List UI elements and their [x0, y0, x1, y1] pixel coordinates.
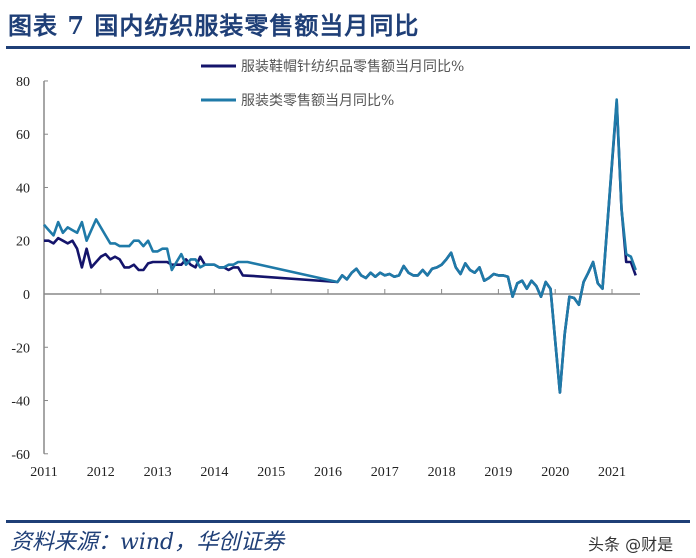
x-tick-label: 2018: [428, 465, 456, 480]
x-tick-label: 2012: [87, 465, 115, 480]
y-tick-label: 80: [16, 75, 30, 90]
watermark: 头条 @财是: [588, 535, 674, 554]
legend-label-2: 服装类零售额当月同比%: [241, 93, 394, 109]
x-tick-label: 2021: [598, 465, 626, 480]
x-tick-label: 2020: [541, 465, 569, 480]
y-tick-label: -20: [11, 341, 30, 356]
title-divider: [6, 46, 690, 49]
y-tick-label: 20: [16, 235, 30, 250]
y-tick-label: -40: [11, 395, 30, 410]
figure-title: 图表 7 国内纺织服装零售额当月同比: [8, 11, 420, 40]
y-tick-label: 60: [16, 128, 30, 143]
y-tick-label: 0: [23, 288, 30, 303]
series-line-1: [44, 101, 637, 394]
x-tick-label: 2011: [30, 465, 57, 480]
footer-divider: [6, 520, 690, 523]
y-tick-label: -60: [11, 448, 30, 463]
x-tick-label: 2015: [257, 465, 285, 480]
x-tick-label: 2014: [200, 465, 228, 480]
x-tick-label: 2016: [314, 465, 342, 480]
x-tick-label: 2013: [144, 465, 172, 480]
x-tick-label: 2017: [371, 465, 399, 480]
y-tick-label: 40: [16, 181, 30, 196]
x-tick-label: 2019: [484, 465, 512, 480]
source-note: 资料来源：wind，华创证券: [10, 530, 285, 555]
legend-label-1: 服装鞋帽针纺织品零售额当月同比%: [241, 59, 464, 75]
series-line-2: [43, 98, 637, 394]
